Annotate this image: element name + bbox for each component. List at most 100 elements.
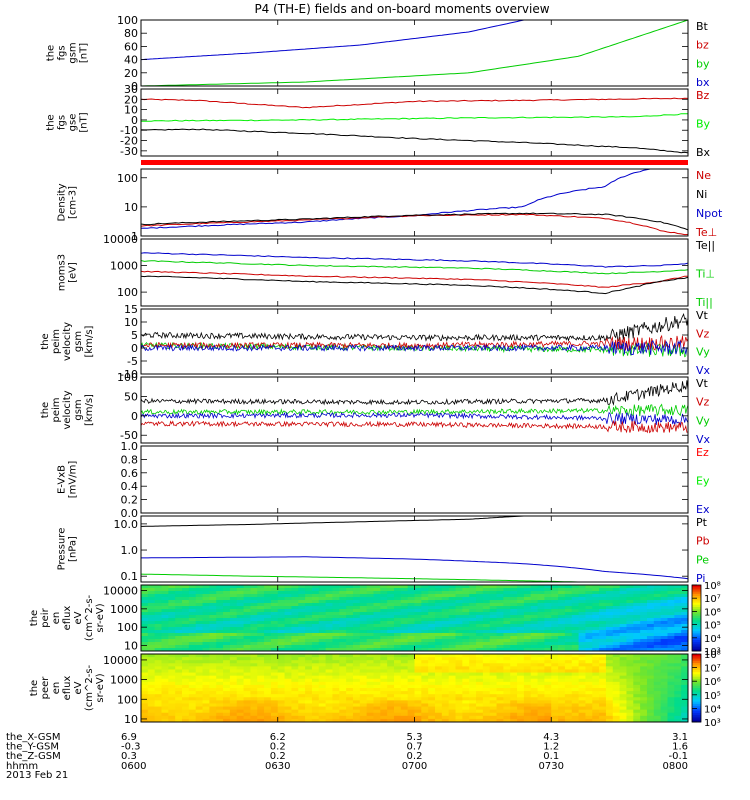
y-tick-label: 100 [117, 693, 138, 706]
y-tick-label: 0.6 [121, 467, 139, 480]
y-tick-label: 0 [131, 114, 138, 127]
x-row-value: 5.3 [407, 732, 423, 743]
efield-legend: Ez Ey Ex [696, 446, 710, 516]
series-Te⊥ [141, 270, 688, 288]
series-Bz [141, 97, 688, 109]
density-legend: Ne Ni Npot Te⊥ [695, 169, 723, 239]
y-label-line: eflux [62, 676, 73, 701]
x-row-value: 0.2 [270, 742, 286, 753]
series-Bx [141, 128, 688, 154]
colorbar-label: 10⁸ [704, 650, 721, 661]
density-y-label: Density [cm-3] [57, 183, 79, 221]
x-row-value: 1.6 [672, 742, 688, 753]
y-label-line: eflux [62, 606, 73, 631]
legend-Ne: Ne [696, 169, 711, 182]
legend-Vx: Vx [696, 433, 711, 446]
y-label-line: en [51, 682, 62, 695]
y-tick-label: -50 [120, 429, 138, 442]
legend-Te⊥: Te⊥ [695, 226, 717, 239]
y-label-line: the [46, 45, 57, 61]
y-tick-label: 100 [117, 371, 138, 384]
y-label-line: velocity [62, 322, 73, 361]
legend-Vz: Vz [696, 327, 710, 340]
y-tick-label: 40 [124, 54, 138, 67]
colorbar-label: 10⁴ [704, 704, 721, 715]
y-label-line: sr-eV) [95, 673, 106, 702]
y-tick-label: -20 [120, 135, 138, 148]
y-tick-label: 15 [124, 303, 138, 316]
colorbar-label: 10⁶ [704, 677, 721, 688]
y-tick-label: 10 [124, 104, 138, 117]
x-row-value: 6.9 [121, 732, 137, 743]
legend-Pt: Pt [696, 516, 708, 529]
legend-Bz: Bz [696, 89, 710, 102]
x-row-label: the_X-GSM [6, 732, 60, 743]
legend-by: by [696, 57, 710, 70]
peim-gsm-legend: Vt Vz Vy Vx [696, 309, 711, 377]
peim-gse-y-ticks: -50 0 50 100 [117, 371, 688, 442]
y-label-line: gsm [73, 399, 84, 420]
y-label-line: (cm^2-s- [84, 664, 95, 711]
y-label-line: Density [57, 183, 68, 221]
y-tick-label: 20 [124, 93, 138, 106]
legend-Te||: Te|| [695, 239, 715, 252]
panel-peim-gse: Vt Vz Vy Vx -50 0 50 100 the peim velocity gsm [km/s… [40, 371, 711, 446]
peir-eflux-colorbar: 10³ 10⁴ 10⁵ 10⁶ 10⁷ 10⁸ [691, 581, 721, 658]
y-label-line: gse [68, 114, 79, 132]
y-label-line: sr-eV) [95, 603, 106, 632]
x-axis-date: 2013 Feb 21 [6, 770, 68, 781]
panel-pressure: Pt Pb Pe Pi 0.1 1.0 10.0 Pressure [nPa] [57, 515, 710, 585]
legend-Ey: Ey [696, 475, 710, 488]
efield-y-ticks: 0.00.20.40.60.81.0 [121, 440, 688, 520]
peir-eflux-y-ticks: 10 100 1000 10000 [103, 585, 688, 652]
y-label-line: the [46, 114, 57, 130]
x-axis-labels: the_X-GSM 6.9 6.2 5.3 4.3 3.1 the_Y-GSM -0.3 0.2… [6, 732, 688, 781]
y-label-line: peim [51, 397, 62, 422]
y-label-line: moms3 [57, 254, 68, 291]
series-Pi [141, 556, 688, 580]
legend-Ti⊥: Ti⊥ [695, 268, 715, 281]
x-row-value: 4.3 [543, 732, 559, 743]
series-Pt [141, 516, 524, 527]
y-tick-label: 0.0 [121, 507, 139, 520]
y-tick-label: 5 [131, 329, 138, 342]
y-label-line: eV [73, 681, 84, 694]
y-tick-label: 0 [131, 342, 138, 355]
fgs-gsm-series [141, 20, 688, 86]
peim-gse-y-label: the peim velocity gsm [km/s] [40, 390, 95, 429]
colorbar-label: 10⁷ [704, 594, 721, 605]
series-Ti|| [141, 252, 688, 268]
y-tick-label: 10 [124, 316, 138, 329]
legend-Pb: Pb [696, 535, 710, 548]
legend-Ez: Ez [696, 446, 709, 459]
peer-eflux-y-ticks: 10 100 1000 10000 [103, 654, 688, 726]
temperature-series [141, 252, 688, 295]
series-Vz [141, 419, 688, 434]
x-row-value: 0600 [121, 761, 146, 772]
density-series [141, 169, 688, 236]
y-tick-label: -30 [120, 145, 138, 158]
legend-Ti||: Ti|| [695, 296, 713, 309]
y-tick-label: 10000 [103, 654, 138, 667]
legend-Vt: Vt [696, 377, 709, 390]
x-row-value: 0.1 [543, 751, 559, 762]
y-tick-label: -10 [120, 368, 138, 381]
y-tick-label: 10 [124, 639, 138, 652]
y-label-line: fgs [57, 45, 68, 60]
fgs-gse-y-label: the fgs gse [nT] [46, 112, 90, 132]
series-Vx [141, 411, 688, 427]
y-tick-label: 0 [131, 80, 138, 93]
y-label-line: fgs [57, 115, 68, 130]
fgs-gse-series [141, 97, 688, 154]
legend-Vx: Vx [696, 364, 711, 377]
legend-Pi: Pi [696, 572, 705, 585]
y-tick-label: -10 [120, 124, 138, 137]
y-label-line: [km/s] [84, 325, 95, 357]
y-tick-label: 30 [124, 83, 138, 96]
x-row-value: 0630 [265, 761, 290, 772]
plot-title: P4 (TH-E) fields and on-board moments ov… [254, 2, 549, 16]
